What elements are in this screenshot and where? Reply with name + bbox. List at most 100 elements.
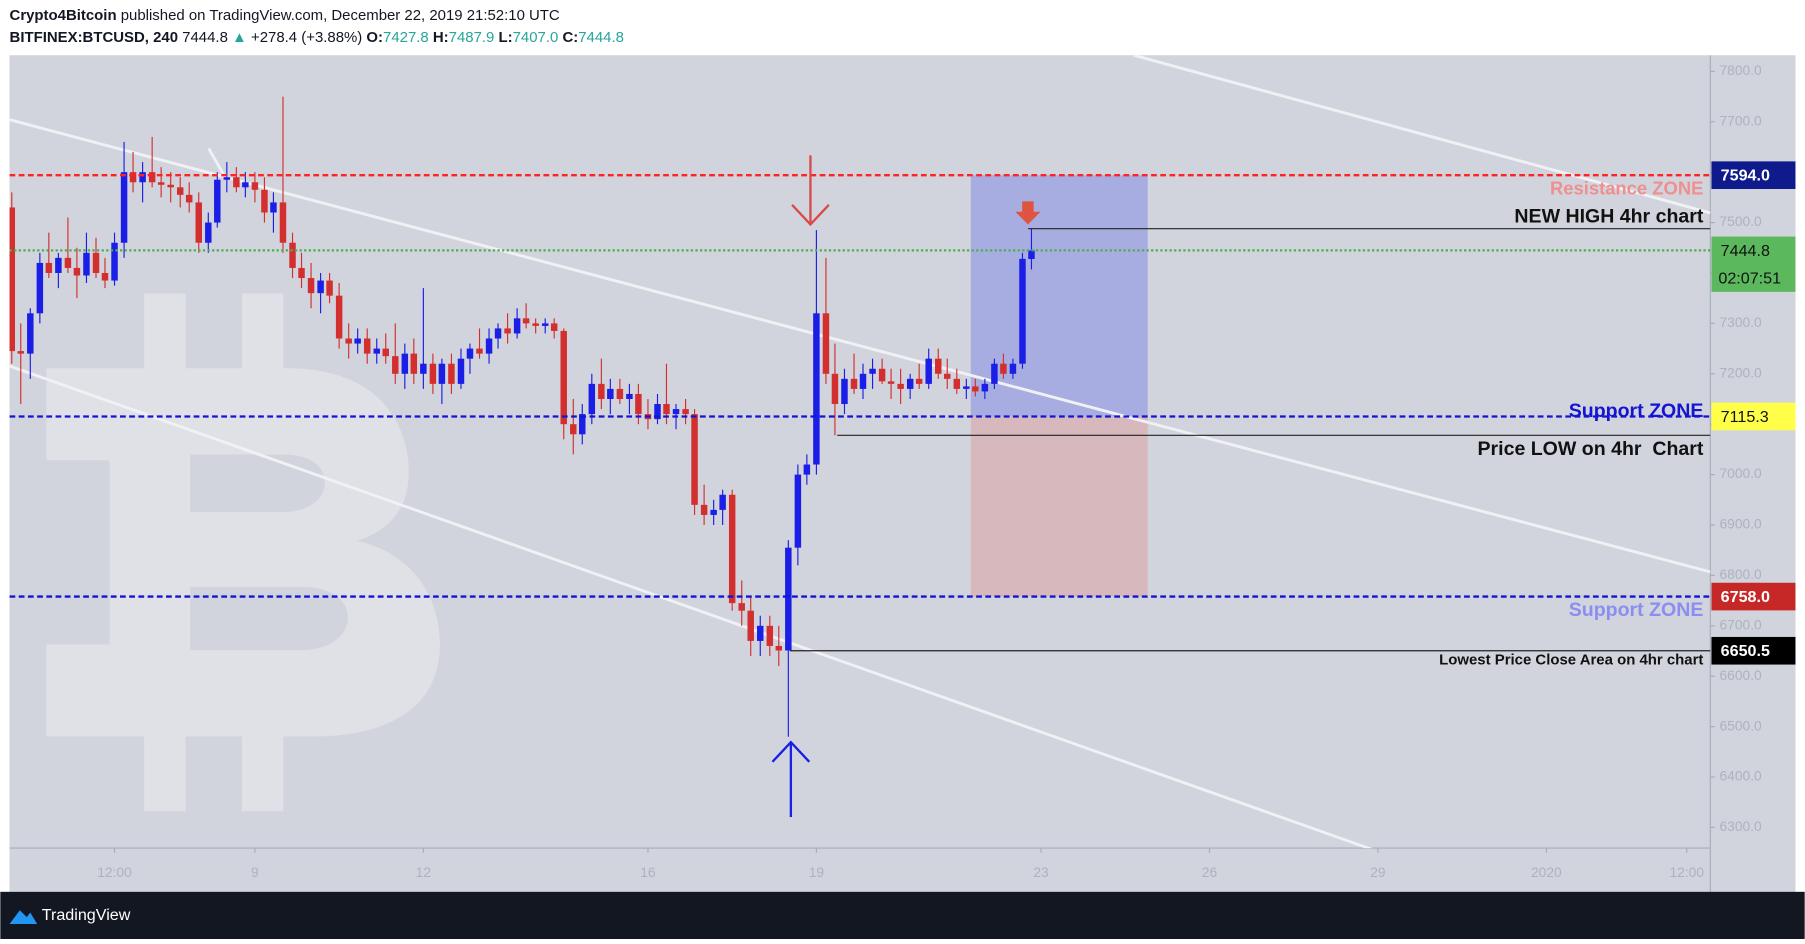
ohlc-key: C: xyxy=(562,29,578,46)
candle-body xyxy=(822,313,830,374)
candle-body xyxy=(27,313,34,354)
candle-body xyxy=(36,262,44,314)
candle-body xyxy=(682,409,689,415)
candle-body xyxy=(1028,250,1035,259)
candle-body xyxy=(466,348,474,359)
candle-body xyxy=(494,328,502,339)
candle-body xyxy=(570,424,577,435)
x-tick-label: 26 xyxy=(1202,865,1218,880)
candle-body xyxy=(588,383,596,415)
candle-body xyxy=(775,645,783,651)
ohlc-value: 7487.9 xyxy=(449,29,495,46)
candle-body xyxy=(448,363,455,384)
x-tick-label: 29 xyxy=(1370,865,1386,880)
arrows xyxy=(771,155,1041,818)
countdown: 02:07:51 xyxy=(1718,269,1781,287)
candle-body xyxy=(672,409,680,415)
candle-body xyxy=(233,177,240,188)
candle-body xyxy=(148,172,156,183)
y-tick-label: 7800.0 xyxy=(1720,63,1763,78)
price-tag-label: 7115.3 xyxy=(1721,408,1769,426)
change: +278.4 (+3.88%) xyxy=(251,29,362,46)
candle-body xyxy=(167,184,174,188)
candle-body xyxy=(841,378,848,405)
candle-body xyxy=(598,383,605,399)
candle-body xyxy=(869,368,876,374)
candle-body xyxy=(616,388,624,399)
candle-body xyxy=(953,378,961,389)
ohlc-key: L: xyxy=(499,29,513,46)
candle-body xyxy=(1000,363,1007,374)
candle-body xyxy=(654,404,661,420)
candle-body xyxy=(392,356,399,374)
candle-body xyxy=(981,383,989,392)
candle-body xyxy=(92,252,100,273)
candle-body xyxy=(55,257,62,273)
y-tick-label: 7200.0 xyxy=(1720,365,1763,380)
position-target-zone xyxy=(970,175,1148,417)
candle-body xyxy=(541,323,549,326)
y-tick-label: 6500.0 xyxy=(1720,718,1763,733)
x-tick-label: 23 xyxy=(1033,865,1049,880)
candle-body xyxy=(139,172,146,183)
author: Crypto4Bitcoin xyxy=(10,7,117,24)
candle-body xyxy=(906,378,914,389)
candle-body xyxy=(757,625,764,641)
candle-body xyxy=(382,348,389,357)
candle-body xyxy=(710,509,717,515)
candle-body xyxy=(747,610,754,641)
candle-body xyxy=(261,189,268,213)
candle-body xyxy=(335,295,343,339)
symbol-line: BITFINEX:BTCUSD, 240 7444.8 ▲ +278.4 (+3… xyxy=(10,29,624,46)
annotations: Resistance ZONE NEW HIGH 4hr chart Suppo… xyxy=(1439,178,1704,669)
candle-body xyxy=(1019,258,1026,364)
candle-body xyxy=(738,603,745,611)
candle-body xyxy=(485,338,493,354)
candle-body xyxy=(850,378,858,389)
candle-body xyxy=(915,378,923,384)
price-tag xyxy=(1711,161,1796,190)
candle-body xyxy=(813,313,820,465)
candle-body xyxy=(214,179,221,223)
annotation: Support ZONE xyxy=(1569,400,1704,422)
candle-body xyxy=(9,207,16,352)
candle-body xyxy=(17,351,24,354)
y-tick-label: 6700.0 xyxy=(1720,617,1763,632)
arrow-marker xyxy=(1015,201,1041,225)
candle-body xyxy=(129,172,137,183)
candle-body xyxy=(579,414,586,435)
x-tick-label: 12:00 xyxy=(1669,865,1704,880)
arrow-down xyxy=(791,155,830,227)
header-line: Crypto4Bitcoin published on TradingView.… xyxy=(10,7,560,24)
candle-body xyxy=(691,414,698,505)
price-tag xyxy=(1711,582,1796,611)
candle-body xyxy=(420,363,427,374)
trend-line xyxy=(9,364,1373,849)
published: published on TradingView.com, December 2… xyxy=(117,7,560,24)
ohlc-value: 7407.0 xyxy=(513,29,559,46)
candle-body xyxy=(700,504,708,515)
price-tag-label: 7594.0 xyxy=(1721,167,1770,185)
candle-body xyxy=(111,242,118,281)
candle-body xyxy=(438,363,446,384)
price-tag xyxy=(1711,236,1796,292)
candle-body xyxy=(401,353,409,374)
ohlc-key: H: xyxy=(433,29,449,46)
candle-body xyxy=(626,393,633,399)
candle-body xyxy=(289,242,296,268)
candle-body xyxy=(317,280,324,294)
annotation: Support ZONE xyxy=(1569,599,1704,621)
candle-body xyxy=(522,318,530,324)
symbol: BITFINEX:BTCUSD, 240 xyxy=(10,29,179,46)
candle-body xyxy=(1009,363,1017,374)
x-tick-label: 19 xyxy=(809,865,825,880)
candle-body xyxy=(728,494,736,604)
candle-body xyxy=(83,252,90,276)
candle-body xyxy=(550,323,558,331)
candle-body xyxy=(410,353,418,374)
candle-body xyxy=(944,373,951,379)
candle-body xyxy=(935,358,942,374)
candle-body xyxy=(457,358,465,384)
